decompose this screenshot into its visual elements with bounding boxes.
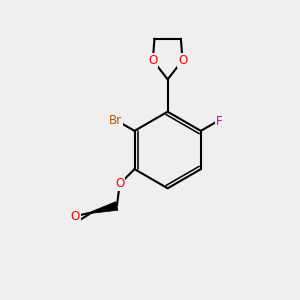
Text: O: O [71, 210, 80, 223]
Text: O: O [148, 54, 158, 67]
Text: O: O [178, 54, 187, 67]
Polygon shape [92, 202, 118, 213]
Text: Br: Br [109, 114, 122, 127]
Text: O: O [115, 177, 124, 190]
Text: F: F [216, 115, 222, 128]
